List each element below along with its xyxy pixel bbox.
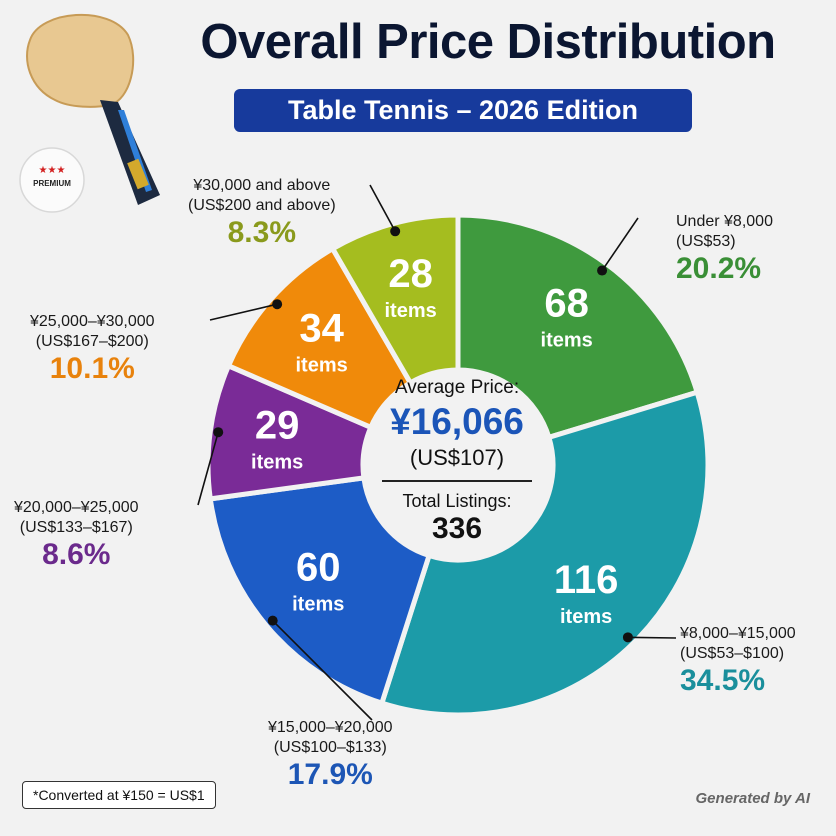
leader-dot — [622, 632, 633, 643]
price-range-yen: ¥30,000 and above — [193, 177, 331, 194]
slice-count-label: 60 — [296, 545, 341, 589]
pie-slice — [329, 212, 461, 387]
slice-unit-label: items — [292, 593, 344, 615]
price-range-usd: (US$100–$133) — [273, 739, 387, 756]
table-tennis-paddle-icon — [26, 14, 160, 205]
slice-legend-label: ¥15,000–¥20,000 (US$100–$133) 17.9% — [268, 718, 393, 792]
price-range-usd: (US$53–$100) — [680, 645, 785, 662]
pie-slice — [455, 212, 701, 441]
slice-legend-label: ¥8,000–¥15,000 (US$53–$100) 34.5% — [680, 624, 796, 698]
average-price-usd: (US$107) — [409, 445, 505, 470]
leader-dot — [213, 427, 224, 438]
slice-unit-label: items — [541, 329, 593, 351]
price-range-yen: ¥25,000–¥30,000 — [30, 313, 155, 330]
price-range-usd: (US$53) — [676, 233, 736, 250]
slice-percent: 20.2% — [676, 252, 762, 285]
slice-legend-label: Under ¥8,000 (US$53) 20.2% — [676, 212, 773, 286]
price-range-usd: (US$167–$200) — [35, 333, 149, 350]
slice-count-label: 28 — [388, 252, 433, 296]
leader-line — [209, 303, 278, 321]
leader-dot — [272, 299, 283, 310]
ball-stars: ★★★ — [39, 165, 66, 176]
slice-percent: 34.5% — [680, 664, 766, 697]
ping-pong-ball-icon: ★★★ PREMIUM — [19, 147, 85, 213]
leader-line — [627, 636, 677, 639]
generated-by-note: Generated by AI — [695, 790, 810, 807]
slice-legend-label: ¥20,000–¥25,000 (US$133–$167) 8.6% — [14, 498, 139, 572]
leader-line — [272, 620, 373, 721]
center-summary: Average Price: ¥16,066 (US$107) Total Li… — [364, 376, 550, 546]
slice-legend-label: ¥25,000–¥30,000 (US$167–$200) 10.1% — [30, 312, 155, 386]
price-range-usd: (US$200 and above) — [188, 197, 336, 214]
chart-subtitle: Table Tennis – 2026 Edition — [234, 89, 692, 132]
slice-count-label: 29 — [255, 403, 300, 447]
price-range-yen: ¥15,000–¥20,000 — [268, 719, 393, 736]
leader-line — [369, 184, 396, 232]
price-range-yen: ¥8,000–¥15,000 — [680, 625, 796, 642]
slice-count-label: 116 — [554, 558, 619, 602]
leader-line — [601, 217, 639, 272]
ball-label: PREMIUM — [33, 179, 71, 188]
slice-unit-label: items — [560, 606, 612, 628]
leader-dot — [267, 615, 278, 626]
slice-percent: 8.6% — [42, 538, 111, 571]
slice-legend-label: ¥30,000 and above (US$200 and above) 8.3% — [188, 176, 336, 250]
price-range-yen: ¥20,000–¥25,000 — [14, 499, 139, 516]
conversion-footnote: *Converted at ¥150 = US$1 — [22, 781, 216, 809]
total-listings-label: Total Listings: — [402, 491, 512, 511]
leader-dot — [597, 265, 608, 276]
average-price-yen: ¥16,066 — [390, 401, 524, 442]
pie-slice — [225, 245, 414, 431]
slice-unit-label: items — [385, 300, 437, 322]
price-range-usd: (US$133–$167) — [19, 519, 133, 536]
chart-title: Overall Price Distribution — [200, 15, 776, 69]
average-price-label: Average Price: — [394, 377, 520, 398]
center-divider — [382, 480, 532, 482]
leader-dot — [390, 226, 401, 237]
slice-percent: 8.3% — [227, 216, 297, 249]
pie-slice — [207, 475, 433, 707]
slice-count-label: 68 — [544, 281, 589, 325]
slice-unit-label: items — [295, 355, 347, 377]
slice-unit-label: items — [251, 451, 303, 473]
slice-percent: 17.9% — [287, 758, 373, 791]
slice-percent: 10.1% — [49, 352, 135, 385]
slice-count-label: 34 — [299, 307, 344, 351]
leader-line — [197, 431, 220, 506]
total-listings-value: 336 — [431, 512, 483, 545]
price-range-yen: Under ¥8,000 — [676, 213, 773, 230]
